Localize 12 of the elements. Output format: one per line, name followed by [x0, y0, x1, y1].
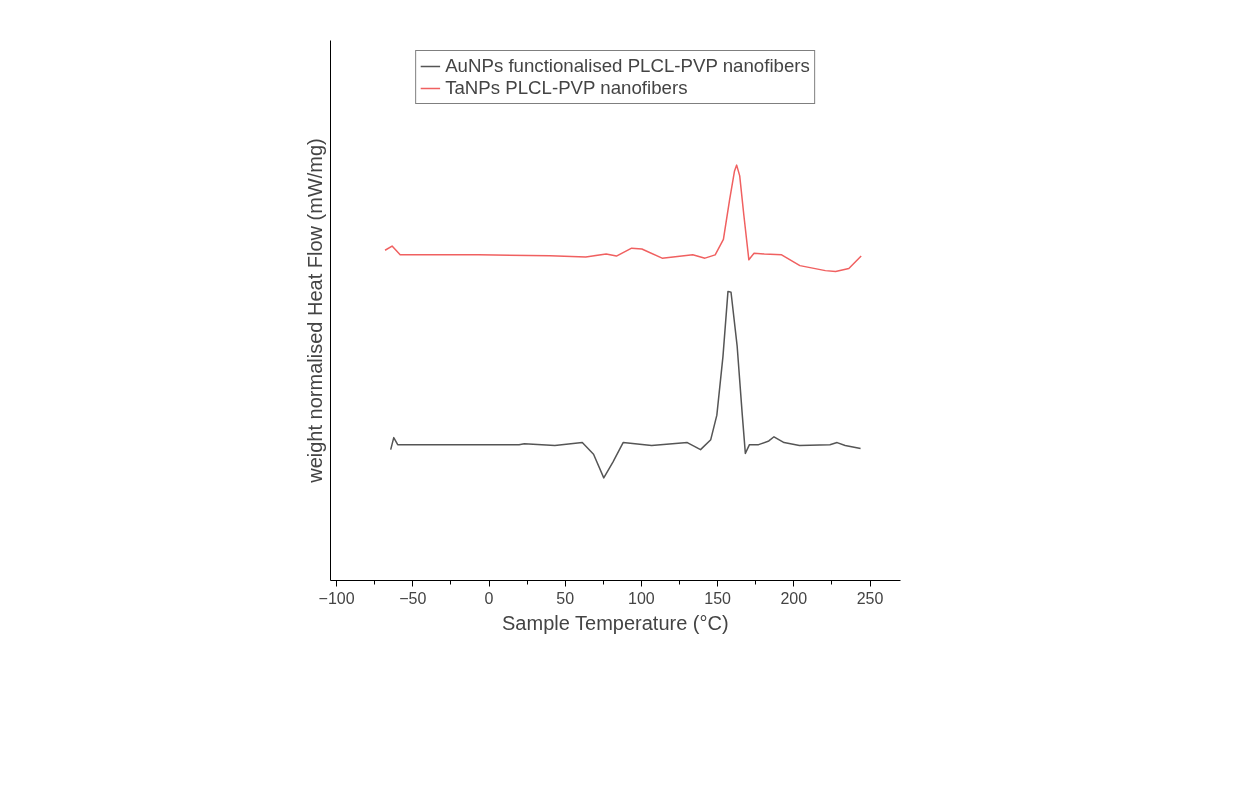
x-tick-label: 50	[556, 589, 575, 607]
x-axis-title: Sample Temperature (°C)	[502, 611, 729, 634]
x-tick-label: 100	[628, 589, 655, 607]
x-tick-label: 200	[780, 589, 808, 607]
legend-label: AuNPs functionalised PLCL-PVP nanofibers	[445, 55, 810, 77]
x-tick-label: −100	[318, 589, 355, 607]
x-tick-label: 0	[484, 589, 494, 607]
legend-label: TaNPs PLCL-PVP nanofibers	[445, 77, 688, 99]
x-tick-label: −50	[399, 589, 427, 607]
x-tick-label: 150	[704, 589, 732, 607]
y-axis-title: weight normalised Heat Flow (mW/mg)	[303, 138, 326, 484]
x-tick-label: 250	[856, 589, 884, 607]
